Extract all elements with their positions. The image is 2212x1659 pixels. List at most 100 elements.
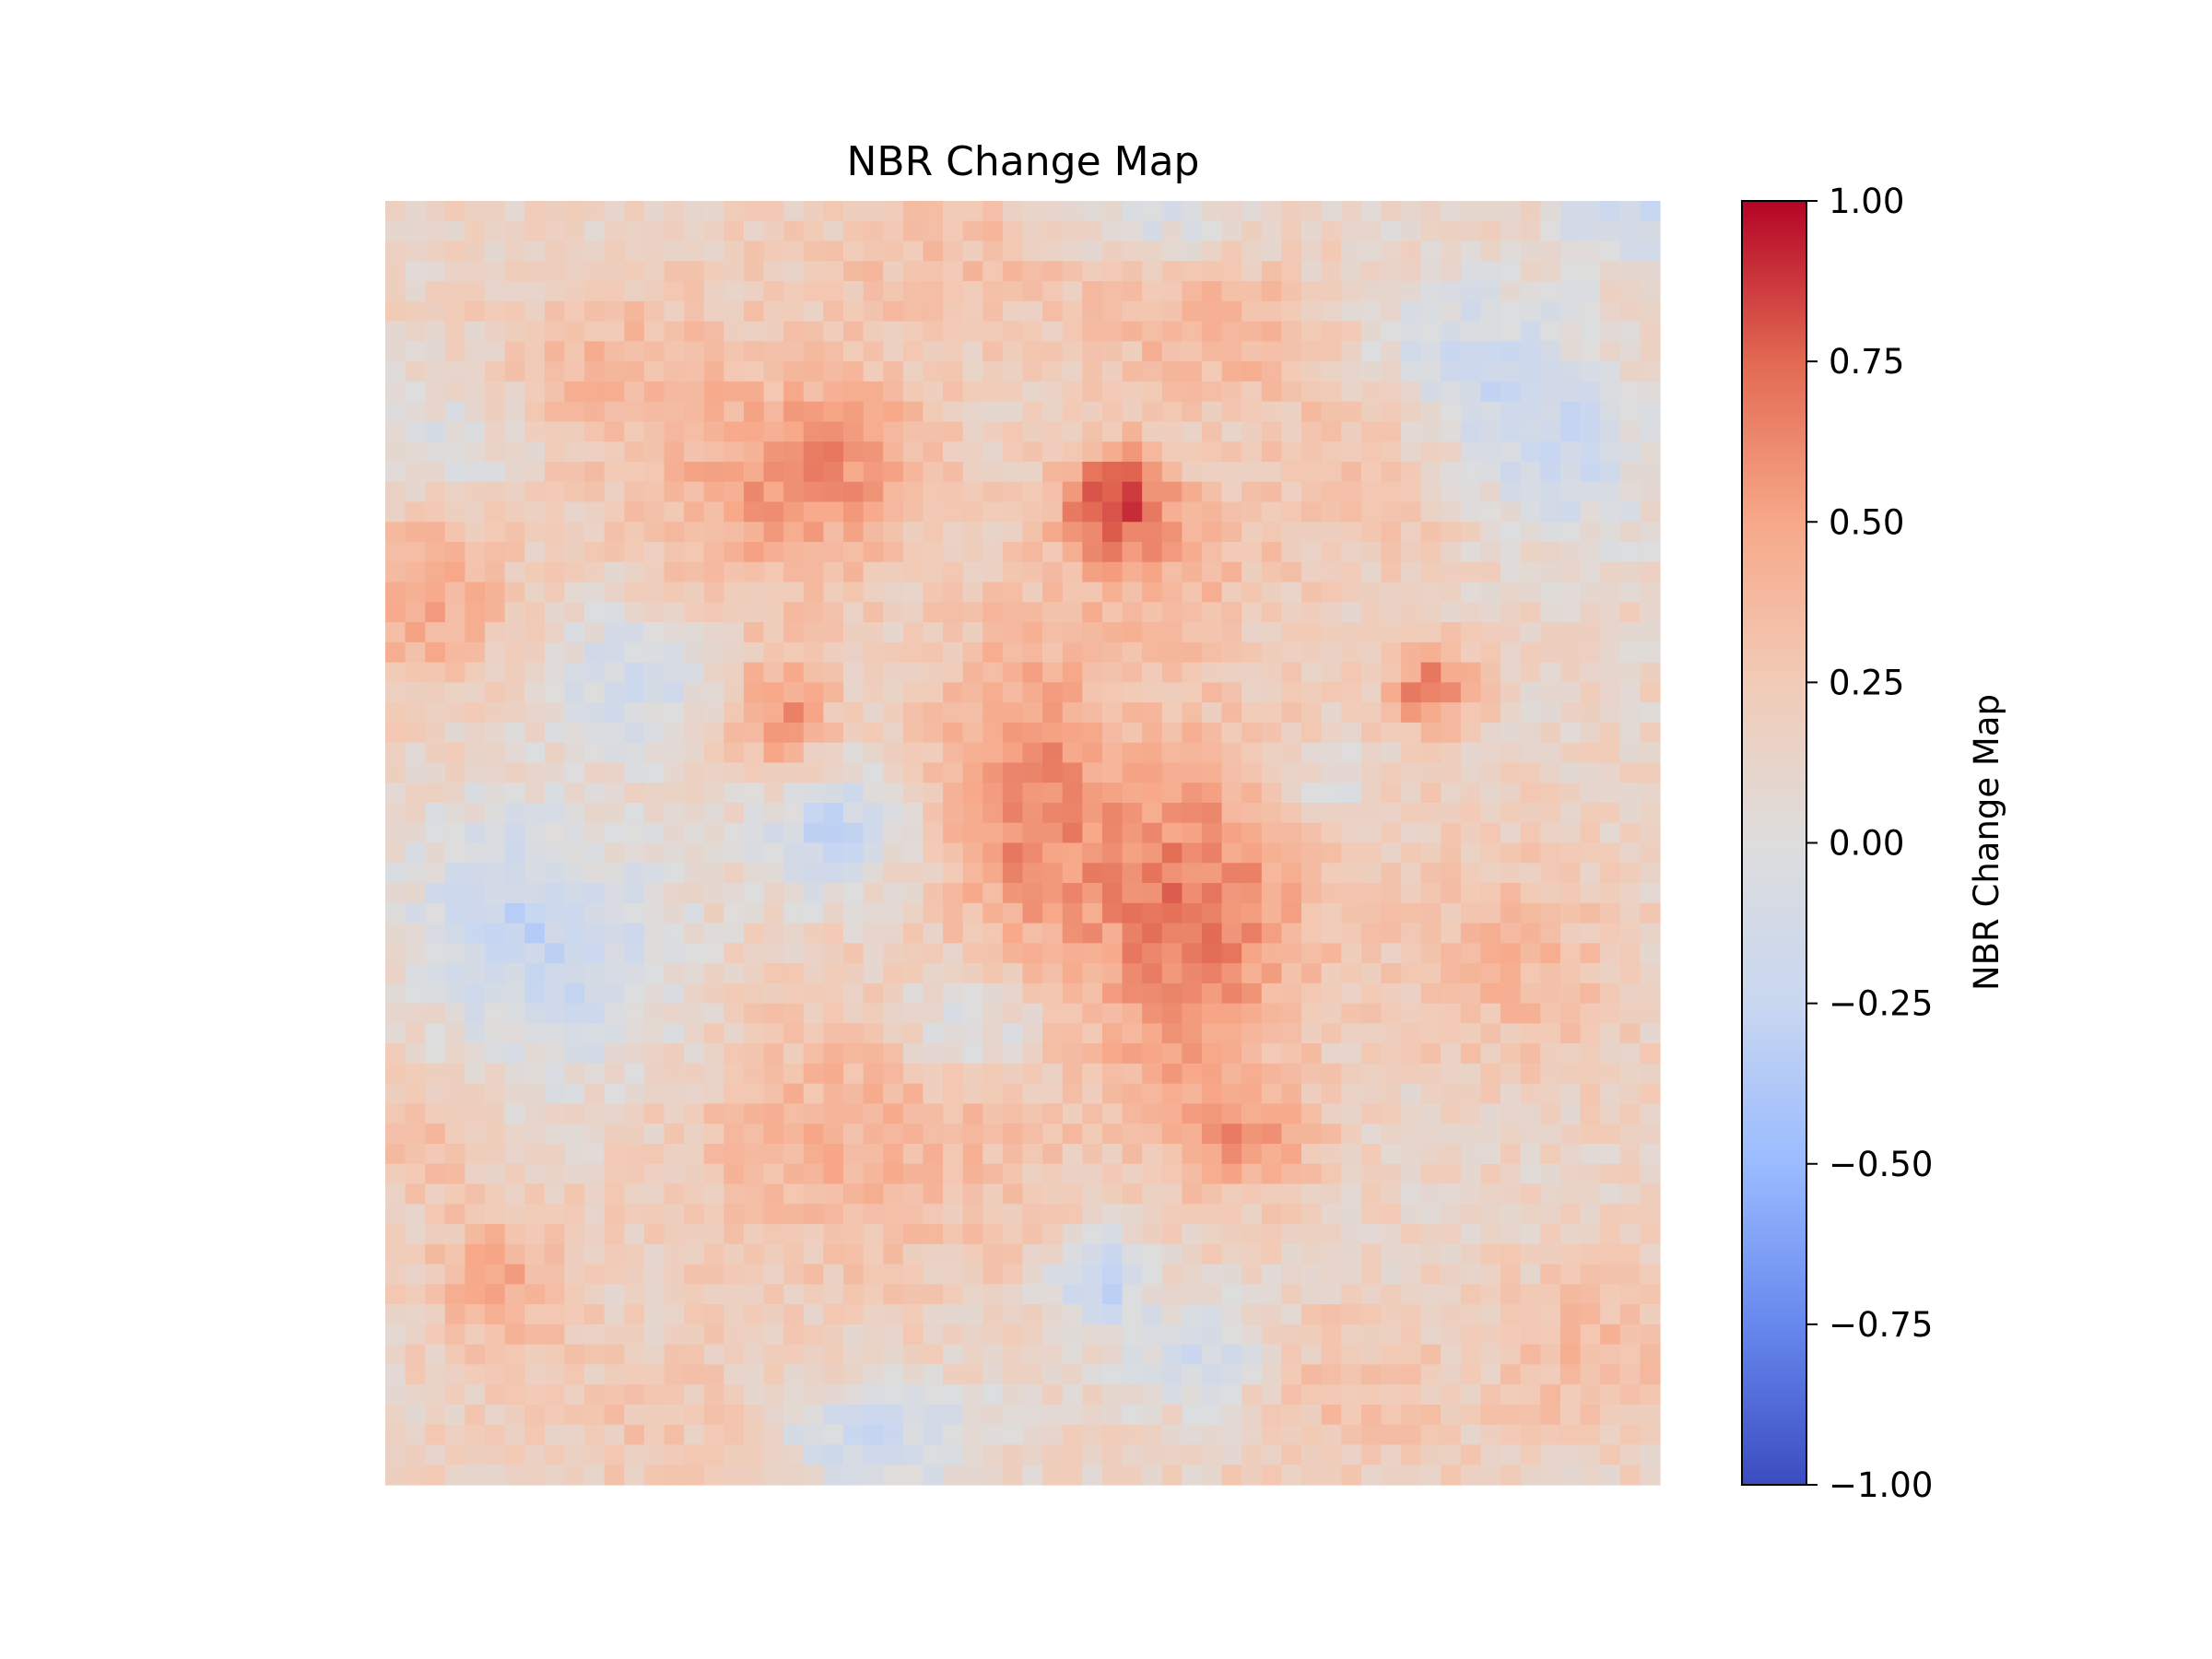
heatmap-cell xyxy=(883,1243,904,1265)
heatmap-cell xyxy=(982,1364,1004,1385)
heatmap-cell xyxy=(703,1444,724,1465)
heatmap-cell xyxy=(1002,561,1024,583)
heatmap-cell xyxy=(783,622,805,643)
heatmap-cell xyxy=(1619,1304,1641,1325)
heatmap-cell xyxy=(1301,1324,1323,1346)
heatmap-cell xyxy=(1161,802,1182,824)
heatmap-cell xyxy=(943,1324,964,1346)
heatmap-cell xyxy=(743,542,765,563)
heatmap-cell xyxy=(703,742,724,764)
heatmap-cell xyxy=(664,1384,685,1406)
heatmap-cell xyxy=(943,542,964,563)
heatmap-cell xyxy=(943,902,964,924)
heatmap-cell xyxy=(1520,682,1541,703)
heatmap-cell xyxy=(763,1143,784,1165)
heatmap-cell xyxy=(982,842,1004,864)
heatmap-cell xyxy=(724,501,745,523)
heatmap-cell xyxy=(823,1003,844,1024)
heatmap-cell xyxy=(1201,1344,1223,1366)
heatmap-cell xyxy=(1441,1063,1462,1085)
heatmap-cell xyxy=(1241,641,1263,664)
heatmap-cell xyxy=(1261,1284,1283,1305)
heatmap-cell xyxy=(1201,1163,1223,1185)
heatmap-cell xyxy=(783,1344,805,1366)
heatmap-cell xyxy=(684,381,705,403)
heatmap-cell xyxy=(803,1344,825,1366)
heatmap-cell xyxy=(1460,582,1482,603)
heatmap-cell xyxy=(923,1183,944,1205)
heatmap-cell xyxy=(863,722,884,744)
heatmap-cell xyxy=(1480,1124,1501,1145)
heatmap-cell xyxy=(1580,201,1601,222)
heatmap-cell xyxy=(843,762,865,783)
heatmap-cell xyxy=(1201,1264,1223,1285)
heatmap-cell xyxy=(1640,421,1661,442)
heatmap-cell xyxy=(703,1143,724,1165)
heatmap-cell xyxy=(1042,1143,1064,1165)
heatmap-cell xyxy=(544,1324,566,1346)
heatmap-cell xyxy=(1640,561,1661,583)
heatmap-cell xyxy=(1360,1143,1382,1165)
heatmap-cell xyxy=(923,1384,944,1406)
heatmap-cell xyxy=(524,742,546,764)
heatmap-cell xyxy=(943,1224,964,1245)
heatmap-cell xyxy=(883,622,904,643)
heatmap-cell xyxy=(1301,1243,1323,1265)
heatmap-cell xyxy=(883,1384,904,1406)
heatmap-cell xyxy=(1321,1404,1342,1426)
heatmap-cell xyxy=(823,883,844,904)
heatmap-cell xyxy=(604,1183,625,1205)
heatmap-cell xyxy=(1619,1444,1641,1465)
heatmap-cell xyxy=(1122,561,1143,583)
heatmap-cell xyxy=(982,1143,1004,1165)
heatmap-cell xyxy=(425,461,446,483)
heatmap-cell xyxy=(863,261,884,282)
heatmap-cell xyxy=(1460,241,1482,262)
heatmap-cell xyxy=(1122,1023,1143,1044)
heatmap-cell xyxy=(1241,441,1263,463)
heatmap-cell xyxy=(1062,641,1083,664)
heatmap-cell xyxy=(1500,341,1522,362)
heatmap-cell xyxy=(544,1304,566,1325)
heatmap-cell xyxy=(385,1324,406,1346)
heatmap-cell xyxy=(425,1404,446,1426)
heatmap-cell xyxy=(703,261,724,282)
heatmap-cell xyxy=(584,902,606,924)
heatmap-cell xyxy=(465,501,486,523)
heatmap-cell xyxy=(1580,1063,1601,1085)
heatmap-cell xyxy=(544,281,566,302)
heatmap-cell xyxy=(982,923,1004,944)
heatmap-cell xyxy=(405,662,426,683)
heatmap-cell xyxy=(1580,1083,1601,1105)
heatmap-cell xyxy=(604,241,625,262)
heatmap-cell xyxy=(643,1404,665,1426)
heatmap-cell xyxy=(1321,682,1342,703)
heatmap-cell xyxy=(982,963,1004,984)
heatmap-cell xyxy=(1480,662,1501,683)
heatmap-cell xyxy=(1082,241,1103,262)
heatmap-cell xyxy=(1520,1204,1541,1225)
heatmap-cell xyxy=(1559,1364,1582,1385)
heatmap-cell xyxy=(863,1243,884,1265)
heatmap-cell xyxy=(863,702,884,724)
heatmap-cell xyxy=(1082,842,1103,864)
heatmap-cell xyxy=(763,561,784,583)
heatmap-cell xyxy=(1559,261,1582,282)
heatmap-cell xyxy=(1559,602,1582,623)
heatmap-cell xyxy=(544,1023,566,1044)
heatmap-cell xyxy=(584,1143,606,1165)
heatmap-cell xyxy=(724,481,745,503)
heatmap-cell xyxy=(1360,1124,1382,1145)
heatmap-cell xyxy=(883,802,904,824)
heatmap-cell xyxy=(703,300,724,323)
heatmap-cell xyxy=(962,1124,983,1145)
heatmap-cell xyxy=(1182,522,1203,543)
heatmap-cell xyxy=(1401,321,1422,342)
heatmap-cell xyxy=(524,822,546,844)
heatmap-cell xyxy=(1002,1243,1024,1265)
heatmap-cell xyxy=(803,1324,825,1346)
heatmap-cell xyxy=(1122,1063,1143,1085)
heatmap-cell xyxy=(664,1063,685,1085)
heatmap-cell xyxy=(405,1043,426,1065)
heatmap-cell xyxy=(1182,201,1203,222)
